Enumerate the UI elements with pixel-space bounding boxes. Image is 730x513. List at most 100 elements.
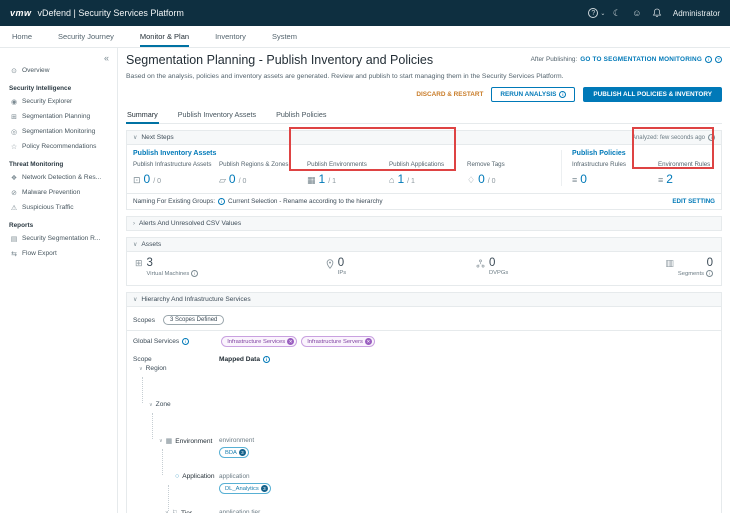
map-icon: ▱: [219, 175, 226, 185]
dvpg-icon: [476, 259, 485, 268]
tab-bar: Summary Publish Inventory Assets Publish…: [126, 107, 722, 124]
mapped-tag-name: application: [219, 473, 250, 480]
remove-chip-icon[interactable]: ✕: [287, 338, 295, 345]
applications-icon: ⌂: [389, 175, 395, 185]
feedback-button[interactable]: ☺: [627, 8, 647, 18]
publish-inventory-assets-heading[interactable]: Publish Inventory Assets: [133, 150, 217, 157]
tree-row-environment: ∨ ▦ Environment environment BDA 3: [133, 437, 715, 473]
publish-policies-heading[interactable]: Publish Policies: [572, 150, 626, 157]
info-icon: i: [191, 270, 199, 277]
user-menu[interactable]: Administrator: [672, 8, 720, 18]
sidebar-item-overview[interactable]: ⊙ Overview: [11, 67, 50, 75]
info-icon[interactable]: i: [705, 56, 712, 63]
card-publish-environments: Publish Environments ▦ 1/ 1: [307, 161, 367, 186]
main-content: Segmentation Planning - Publish Inventor…: [118, 48, 730, 513]
tab-summary[interactable]: Summary: [126, 107, 159, 124]
info-icon: i: [708, 134, 715, 141]
help-icon: ?: [588, 8, 599, 18]
tree-connector: [142, 377, 143, 403]
sidebar-item-suspicious-traffic[interactable]: ⚠ Suspicious Traffic: [10, 204, 74, 212]
page-title: Segmentation Planning - Publish Inventor…: [126, 53, 434, 67]
overview-icon: ⊙: [11, 67, 17, 75]
chevron-down-icon[interactable]: ∨: [159, 438, 163, 444]
mapped-data-column-header: Mapped Data: [219, 356, 261, 363]
main-nav: Home Security Journey Monitor & Plan Inv…: [0, 26, 730, 48]
smiley-icon: ☺: [632, 8, 642, 18]
shield-icon: ❖: [10, 174, 18, 182]
chip-count-badge: 3: [260, 485, 268, 492]
mapped-value-chip[interactable]: DL_Analytics 3: [219, 483, 271, 494]
scope-tree: ∨ Region ∨ Zone ∨ ▦ Environment environment …: [133, 365, 715, 513]
nav-system[interactable]: System: [271, 32, 297, 41]
mapped-tag-name: application tier: [219, 509, 261, 513]
warning-icon: ⚠: [10, 204, 18, 212]
alerts-section-header[interactable]: › Alerts And Unresolved CSV Values: [126, 216, 722, 231]
chevron-down-icon[interactable]: ∨: [165, 510, 169, 513]
notifications-button[interactable]: [647, 8, 667, 18]
environment-icon: ▦: [165, 438, 173, 445]
page-subtitle: Based on the analysis, policies and inve…: [126, 73, 564, 80]
chevron-down-icon[interactable]: ∨: [139, 365, 143, 372]
theme-toggle-button[interactable]: ☾: [607, 8, 627, 19]
assets-section-header[interactable]: ∨ Assets: [126, 237, 722, 252]
mapped-value-chip[interactable]: BDA 3: [219, 447, 249, 458]
sidebar-item-flow-export[interactable]: ⇆ Flow Export: [11, 250, 57, 258]
sidebar-item-ndr[interactable]: ❖ Network Detection & Res...: [10, 174, 102, 182]
tree-connector: [152, 413, 153, 439]
scopes-defined-pill[interactable]: 3 Scopes Defined: [163, 315, 225, 325]
sidebar-item-policy-recommendations[interactable]: ☆ Policy Recommendations: [10, 143, 97, 151]
global-service-chip[interactable]: Infrastructure Servers ✕: [301, 336, 375, 347]
edit-setting-link[interactable]: EDIT SETTING: [672, 198, 715, 205]
nav-security-journey[interactable]: Security Journey: [58, 32, 114, 41]
sidebar-item-malware-prevention[interactable]: ⊘ Malware Prevention: [11, 189, 81, 197]
report-icon: ▤: [10, 235, 18, 243]
application-icon: ○: [175, 473, 180, 480]
tag-icon: ♢: [467, 175, 476, 185]
after-publishing-label: After Publishing:: [530, 56, 578, 63]
nav-inventory[interactable]: Inventory: [215, 32, 246, 41]
chevron-down-icon[interactable]: ∨: [149, 401, 153, 408]
tree-connector: [168, 485, 169, 511]
rerun-analysis-button[interactable]: RERUN ANALYSIS i: [491, 87, 576, 102]
sidebar-collapse-button[interactable]: «: [103, 53, 109, 63]
hierarchy-section-header[interactable]: ∨ Hierarchy And Infrastructure Services: [126, 292, 722, 307]
next-steps-body: Publish Inventory Assets Publish Infrast…: [126, 145, 722, 210]
sidebar-item-security-segmentation-report[interactable]: ▤ Security Segmentation R...: [10, 235, 101, 243]
scope-column-header: Scope: [133, 356, 152, 363]
vmware-logo: vmw: [10, 8, 32, 18]
stat-ips: 0 IPs: [326, 257, 476, 277]
go-to-segmentation-monitoring-link[interactable]: GO TO SEGMENTATION MONITORING: [580, 56, 702, 63]
sidebar-section-reports: Reports: [9, 222, 34, 229]
nav-monitor-plan[interactable]: Monitor & Plan: [139, 26, 190, 47]
ip-pin-icon: [326, 259, 334, 269]
rules-icon: ≡: [658, 175, 664, 185]
rules-icon: ≡: [572, 175, 578, 185]
card-infrastructure-rules: Infrastructure Rules ≡ 0: [572, 161, 626, 186]
remove-chip-icon[interactable]: ✕: [364, 338, 372, 345]
info-icon: i: [263, 356, 271, 363]
chevron-down-icon: ∨: [133, 135, 138, 141]
card-publish-applications: Publish Applications ⌂ 1/ 1: [389, 161, 445, 186]
chevron-down-icon: ∨: [133, 242, 138, 248]
sidebar-item-segmentation-monitoring[interactable]: ◎ Segmentation Monitoring: [10, 128, 96, 136]
scopes-label: Scopes: [133, 316, 155, 324]
segments-icon: ▥: [665, 258, 674, 268]
tab-publish-policies[interactable]: Publish Policies: [276, 110, 327, 119]
sidebar-item-security-explorer[interactable]: ◉ Security Explorer: [10, 98, 73, 106]
naming-groups-label: Naming For Existing Groups:: [133, 198, 216, 205]
publish-all-button[interactable]: PUBLISH ALL POLICIES & INVENTORY: [583, 87, 722, 102]
tree-row-tier: ∨⚐Tier application tier Analytics2 Inges…: [133, 509, 715, 513]
help-menu-button[interactable]: ? ⌄: [587, 8, 607, 18]
count-value: 2: [666, 172, 673, 186]
discard-restart-link[interactable]: DISCARD & RESTART: [416, 91, 484, 98]
sidebar-item-segmentation-planning[interactable]: ⊞ Segmentation Planning: [11, 113, 91, 121]
help-icon[interactable]: ?: [715, 56, 722, 63]
tier-icon: ⚐: [172, 509, 178, 513]
next-steps-section-header[interactable]: ∨ Next Steps Analyzed: few seconds ago i: [126, 130, 722, 145]
tab-publish-inventory-assets[interactable]: Publish Inventory Assets: [177, 110, 257, 119]
nav-home[interactable]: Home: [12, 32, 33, 41]
stat-dvpgs: 0 DVPGs: [476, 257, 626, 277]
global-service-chip[interactable]: Infrastructure Services ✕: [221, 336, 298, 347]
count-value: 0: [228, 172, 236, 186]
count-value: 0: [580, 172, 587, 186]
